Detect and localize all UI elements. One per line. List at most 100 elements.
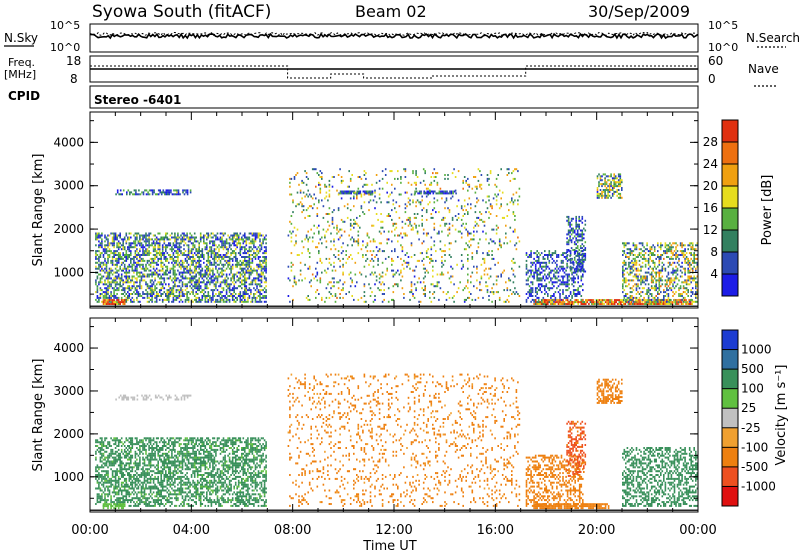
echo-cell (626, 242, 629, 245)
echo-cell (565, 299, 567, 302)
echo-cell (123, 291, 126, 294)
echo-cell (625, 285, 627, 288)
echo-cell (131, 300, 134, 303)
echo-cell (174, 265, 176, 268)
echo-cell (467, 189, 469, 192)
echo-cell (628, 265, 630, 268)
echo-cell (302, 209, 305, 212)
echo-cell (606, 303, 608, 305)
echo-cell (228, 298, 231, 301)
echo-cell (427, 192, 430, 195)
echo-cell (160, 263, 162, 266)
echo-cell (177, 259, 179, 262)
echo-cell (415, 183, 417, 186)
echo-cell (386, 269, 388, 272)
echo-cell (625, 298, 627, 301)
echo-cell (612, 301, 614, 304)
echo-cell (199, 256, 202, 258)
echo-cell (123, 246, 126, 249)
echo-cell (198, 265, 200, 268)
echo-cell (539, 277, 541, 280)
echo-cell (251, 259, 254, 262)
echo-cell (114, 250, 117, 253)
echo-cell (610, 183, 612, 186)
echo-cell (293, 277, 296, 280)
echo-cell (424, 285, 426, 288)
echo-cell (116, 254, 118, 256)
echo-cell (611, 194, 614, 197)
echo-cell (368, 283, 370, 286)
echo-cell (581, 256, 584, 259)
echo-cell (316, 271, 319, 274)
echo-cell (676, 303, 678, 305)
echo-cell (142, 236, 144, 239)
echo-cell (108, 285, 111, 288)
echo-cell (257, 250, 260, 253)
echo-cell (346, 216, 349, 219)
echo-cell (468, 240, 471, 243)
echo-cell (128, 281, 131, 284)
echo-cell (146, 240, 149, 243)
echo-cell (319, 277, 322, 280)
echo-cell (454, 215, 457, 217)
echo-cell (122, 293, 124, 295)
echo-cell (568, 279, 570, 282)
echo-cell (569, 252, 572, 255)
echo-cell (623, 250, 626, 253)
echo-cell (260, 263, 263, 266)
echo-cell (114, 254, 117, 256)
echo-cell (562, 265, 564, 268)
echo-cell (250, 293, 252, 295)
echo-cell (241, 281, 243, 284)
echo-cell (172, 300, 175, 303)
echo-cell (248, 257, 251, 260)
echo-cell (506, 174, 509, 176)
echo-cell (677, 303, 680, 305)
echo-cell (224, 279, 226, 282)
echo-cell (251, 238, 254, 241)
echo-cell (128, 295, 131, 297)
echo-cell (476, 187, 478, 190)
echo-cell (514, 293, 516, 295)
echo-cell (175, 250, 178, 253)
echo-cell (116, 261, 118, 264)
echo-cell (579, 247, 582, 250)
echo-cell (234, 281, 237, 284)
echo-cell (550, 287, 552, 290)
echo-cell (628, 296, 630, 299)
echo-cell (139, 283, 141, 286)
echo-cell (136, 244, 138, 247)
echo-cell (163, 252, 166, 255)
echo-cell (265, 256, 267, 258)
echo-cell (616, 299, 619, 302)
echo-cell (257, 246, 260, 249)
echo-cell (397, 240, 399, 243)
echo-cell (536, 296, 538, 299)
echo-cell (203, 238, 205, 241)
echo-cell (171, 256, 173, 258)
echo-cell (415, 190, 418, 193)
echo-cell (108, 295, 111, 297)
echo-cell (574, 271, 576, 274)
echo-cell (257, 267, 260, 270)
echo-cell (444, 174, 446, 176)
echo-cell (140, 285, 143, 288)
echo-cell (128, 265, 131, 268)
echo-cell (357, 224, 360, 227)
echo-cell (295, 242, 297, 245)
echo-cell (231, 234, 234, 237)
echo-cell (613, 299, 616, 302)
echo-cell (365, 172, 367, 175)
echo-cell (542, 257, 545, 260)
echo-cell (462, 289, 464, 292)
echo-cell (489, 275, 492, 278)
echo-cell (641, 298, 644, 301)
echo-cell (572, 281, 575, 284)
echo-cell (233, 283, 235, 286)
echo-cell (203, 275, 205, 278)
echo-cell (260, 242, 263, 245)
echo-cell (488, 216, 490, 219)
echo-cell (260, 267, 263, 270)
echo-cell (110, 291, 112, 294)
echo-cell (569, 259, 572, 262)
